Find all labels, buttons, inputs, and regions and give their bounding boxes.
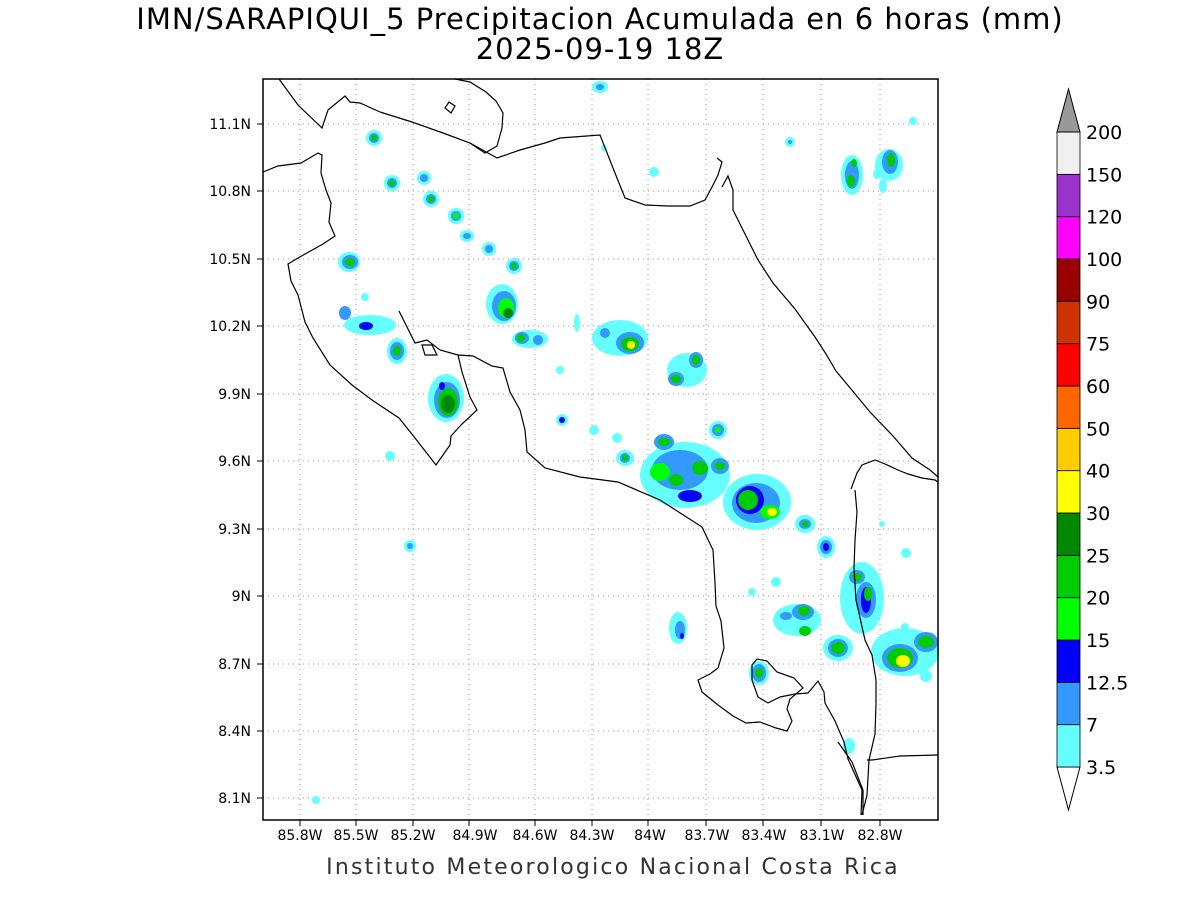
colorbar-level-label: 30 xyxy=(1086,503,1110,525)
colorbar-level-label: 120 xyxy=(1086,207,1122,229)
colorbar-swatch xyxy=(1056,258,1081,302)
colorbar-swatch xyxy=(1056,724,1081,768)
map-subtitle-date: 2025-09-19 18Z xyxy=(475,32,725,66)
precip-cell xyxy=(448,208,464,224)
colorbar-level-label: 90 xyxy=(1086,291,1110,313)
colorbar-level-label: 15 xyxy=(1086,630,1110,652)
precip-cell xyxy=(486,284,518,324)
longitude-labels: 85.8W 85.5W 85.2W 84.9W 84.6W 84.3W 84W … xyxy=(277,828,902,844)
precipitation-field xyxy=(312,81,939,804)
precip-cell xyxy=(384,175,400,191)
colorbar-max-arrow xyxy=(1056,87,1081,133)
precip-cell xyxy=(749,661,769,685)
precip-cell xyxy=(366,130,382,146)
coastline-borders xyxy=(262,78,939,816)
precip-cell xyxy=(667,352,707,387)
colorbar-swatch xyxy=(1056,173,1081,218)
precip-cell xyxy=(339,306,396,335)
precip-cell xyxy=(460,230,474,242)
lat-label: 10.2N xyxy=(209,319,251,335)
lon-label: 85.2W xyxy=(390,828,435,844)
colorbar-level-label: 25 xyxy=(1086,545,1110,567)
colorbar-level-label: 3.5 xyxy=(1086,757,1116,779)
colorbar-level-label: 7 xyxy=(1086,715,1098,737)
precip-cell xyxy=(871,628,939,676)
precip-cell xyxy=(338,252,360,272)
lat-label: 8.4N xyxy=(218,724,251,740)
colorbar-swatch xyxy=(1056,216,1081,260)
precip-cell xyxy=(669,612,687,644)
footer-credit: Instituto Meteorologico Nacional Costa R… xyxy=(326,855,900,880)
lon-label: 85.8W xyxy=(277,828,322,844)
colorbar-swatch xyxy=(1056,343,1081,387)
plot-frame xyxy=(262,78,939,821)
lon-label: 83.1W xyxy=(799,828,844,844)
precip-cell xyxy=(709,421,727,439)
precip-cell xyxy=(592,320,648,356)
colorbar-level-label: 150 xyxy=(1086,164,1122,186)
colorbar-min-arrow xyxy=(1056,766,1081,812)
lat-label: 9.9N xyxy=(218,387,251,403)
colorbar-swatch xyxy=(1056,597,1081,641)
colorbar-swatch xyxy=(1056,639,1081,683)
precip-cell xyxy=(823,635,853,661)
latitude-ticks xyxy=(257,123,263,799)
colorbar-level-label: 60 xyxy=(1086,376,1110,398)
colorbar-swatch xyxy=(1056,385,1081,429)
lat-label: 9N xyxy=(232,589,251,605)
lon-label: 85.5W xyxy=(333,828,378,844)
lat-label: 9.6N xyxy=(218,454,251,470)
precip-cell xyxy=(387,338,407,364)
precip-cell xyxy=(506,258,522,274)
colorbar-swatch xyxy=(1056,131,1081,175)
precip-cell xyxy=(873,149,903,193)
colorbar-level-label: 100 xyxy=(1086,249,1122,271)
precip-cell xyxy=(616,450,634,466)
precip-cell xyxy=(817,536,835,558)
lon-label: 83.7W xyxy=(684,828,729,844)
lon-label: 84.3W xyxy=(569,828,614,844)
colorbar-swatch xyxy=(1056,681,1081,726)
precip-cell xyxy=(423,191,439,207)
precip-cell xyxy=(795,515,815,533)
colorbar-swatch xyxy=(1056,512,1081,556)
colorbar-level-label: 50 xyxy=(1086,418,1110,440)
lat-label: 9.3N xyxy=(218,522,251,538)
lat-label: 11.1N xyxy=(209,117,251,133)
lon-label: 82.8W xyxy=(857,828,902,844)
precip-cell xyxy=(482,242,496,256)
precip-cell xyxy=(840,562,884,634)
latitude-labels: 11.1N 10.8N 10.5N 10.2N 9.9N 9.6N 9.3N 9… xyxy=(209,117,251,807)
plot-area xyxy=(263,79,938,820)
colorbar-level-label: 20 xyxy=(1086,588,1110,610)
lat-label: 8.7N xyxy=(218,657,251,673)
map-title: IMN/SARAPIQUI_5 Precipitacion Acumulada … xyxy=(136,2,1064,36)
colorbar-swatch xyxy=(1056,554,1081,599)
lon-label: 84.9W xyxy=(452,828,497,844)
lat-label: 8.1N xyxy=(218,791,251,807)
precip-cell xyxy=(773,604,821,636)
colorbar-level-label: 12.5 xyxy=(1086,672,1128,694)
lat-label: 10.8N xyxy=(209,184,251,200)
precip-cell xyxy=(841,155,863,195)
precip-cell xyxy=(417,171,431,185)
colorbar-level-label: 40 xyxy=(1086,461,1110,483)
longitude-ticks xyxy=(299,820,881,826)
colorbar-swatch xyxy=(1056,427,1081,472)
lon-label: 84.6W xyxy=(512,828,557,844)
lat-label: 10.5N xyxy=(209,252,251,268)
colorbar-swatch xyxy=(1056,300,1081,345)
colorbar-level-label: 75 xyxy=(1086,334,1110,356)
colorbar-level-label: 200 xyxy=(1086,122,1122,144)
colorbar-legend: 3.5 7 12.5 15 20 25 30 40 50 60 75 90 100 120 150 200 xyxy=(1056,87,1128,812)
precip-cell xyxy=(640,434,730,508)
lon-label: 83.4W xyxy=(741,828,786,844)
lon-label: 84W xyxy=(634,828,666,844)
precip-cell xyxy=(428,374,464,422)
precip-cell xyxy=(723,474,791,530)
colorbar-swatch xyxy=(1056,470,1081,514)
precip-cell xyxy=(512,330,548,348)
